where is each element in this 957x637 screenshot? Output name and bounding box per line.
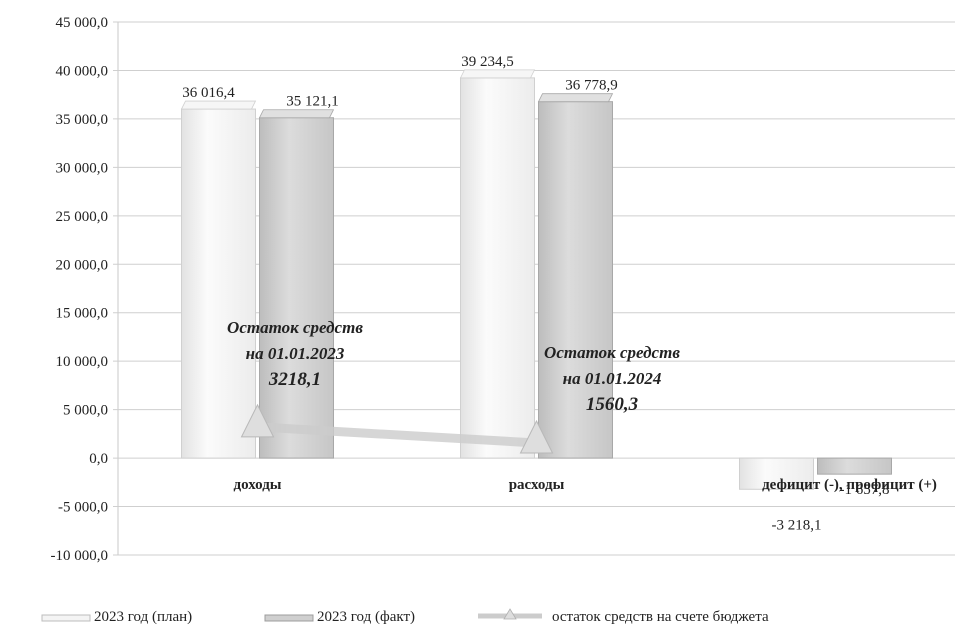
legend-item-plan: 2023 год (план) [94,609,192,625]
bar-top [258,109,335,119]
annotation-line: на 01.01.2023 [246,344,345,363]
legend-swatch-plan [41,614,91,622]
category-label: расходы [509,477,565,493]
y-tick-label: 10 000,0 [56,354,109,370]
y-tick-label: 5 000,0 [63,403,108,419]
bar [181,108,256,459]
annotation-line: Остаток средств [544,343,680,362]
category-label: доходы [233,477,281,493]
annotation-line: Остаток средств [227,318,363,337]
y-tick-label: 30 000,0 [56,160,109,176]
bar-top [180,100,257,110]
y-tick-label: -10 000,0 [51,548,109,564]
y-tick-label: 0,0 [89,451,108,467]
data-label: 36 778,9 [565,78,618,94]
y-tick-label: 40 000,0 [56,63,109,79]
legend-swatch-fact [264,614,314,622]
annotation-line: на 01.01.2024 [563,369,662,388]
y-tick-label: 25 000,0 [56,209,109,225]
legend-item-fact: 2023 год (факт) [317,609,415,625]
y-tick-label: 35 000,0 [56,112,109,128]
bar [817,457,892,475]
y-tick-label: 15 000,0 [56,306,109,322]
bar [460,77,535,459]
y-tick-label: -5 000,0 [58,500,108,516]
legend-item-balance: остаток средств на счете бюджета [552,609,769,625]
balance-marker [240,403,275,438]
annotation-line: 1560,3 [586,394,638,415]
data-label: -1 657,8 [840,482,890,498]
data-label: 39 234,5 [461,54,514,70]
data-label: 36 016,4 [182,85,235,101]
balance-marker [519,419,554,454]
category-label: дефицит (-), профицит (+) [762,477,937,493]
y-tick-label: 20 000,0 [56,257,109,273]
annotation-line: 3218,1 [268,369,321,390]
bar [538,101,613,459]
balance-line [253,422,541,448]
bar [739,457,814,490]
bar [259,117,334,459]
bar-top [537,93,614,103]
data-label: -3 218,1 [772,517,822,533]
data-label: 35 121,1 [286,94,339,110]
legend-triangle-icon [503,608,517,620]
y-tick-label: 45 000,0 [56,15,109,31]
bar-top [459,69,536,79]
